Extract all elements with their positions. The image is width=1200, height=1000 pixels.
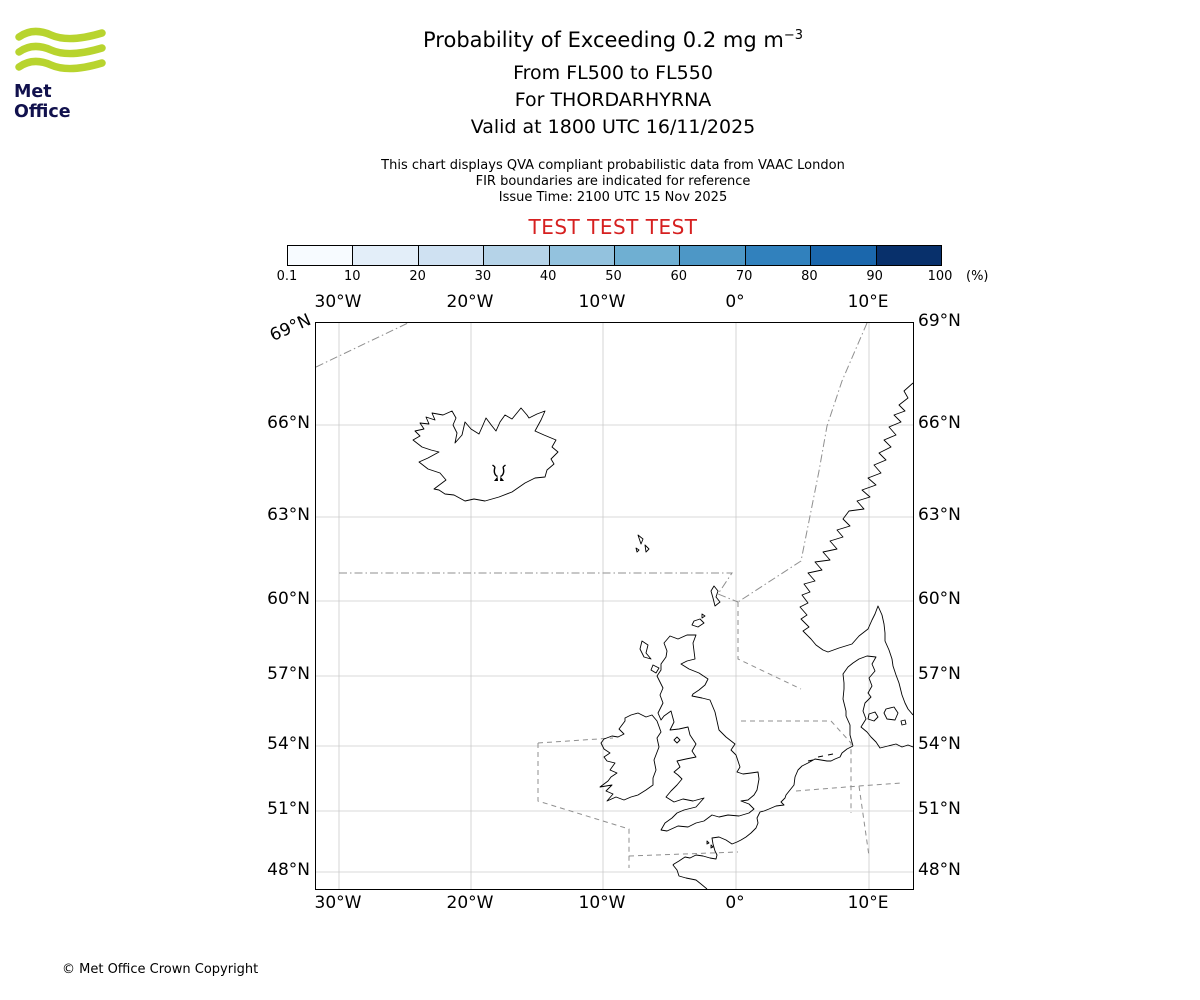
islands-danish [867, 706, 907, 726]
colorbar-tick-label: 30 [474, 269, 492, 284]
colorbar-segment [811, 246, 877, 265]
coastline-great-britain [656, 634, 760, 832]
met-office-waves-icon [15, 27, 106, 73]
coastline-denmark [842, 655, 913, 749]
islands-frisian-channel [706, 753, 834, 849]
lon-label-top-10e: 10°E [847, 292, 889, 312]
lat-label-left-60n: 60°N [267, 589, 310, 609]
colorbar-tick-label: 20 [409, 269, 426, 284]
met-office-logo: Met Office [14, 24, 114, 122]
fir-boundary-dashdot [316, 323, 868, 603]
lat-label-right-48n: 48°N [918, 860, 961, 880]
info-fir: FIR boundaries are indicated for referen… [475, 174, 751, 189]
islands-shetland-orkney [691, 585, 721, 628]
colorbar-segment [876, 246, 942, 265]
colorbar-tick-label: 80 [801, 269, 818, 284]
lon-label-top-10w: 10°W [578, 292, 626, 312]
page-title: Probability of Exceeding 0.2 mg m−3 [423, 28, 803, 52]
coastline-iceland [412, 407, 559, 502]
colorbar-tick-label: 60 [670, 269, 688, 284]
lon-label-bottom-30w: 30°W [314, 893, 362, 913]
colorbar-segment [680, 246, 746, 265]
fir-boundaries [316, 323, 902, 868]
lon-label-bottom-0: 0° [725, 893, 745, 913]
lat-label-right-54n: 54°N [918, 734, 961, 754]
lat-label-left-63n: 63°N [267, 505, 310, 525]
map-frame [315, 322, 914, 890]
colorbar-segment [745, 246, 812, 265]
islands-hebrides-skye-man [639, 640, 681, 744]
lat-label-left-54n: 54°N [267, 734, 310, 754]
lat-label-left-48n: 48°N [267, 860, 310, 880]
lat-label-left-69n: 69°N [266, 310, 315, 346]
lon-label-bottom-10e: 10°E [847, 893, 889, 913]
lat-label-right-60n: 60°N [918, 589, 961, 609]
copyright-notice: © Met Office Crown Copyright [62, 962, 259, 977]
coastline-ireland [599, 712, 662, 802]
colorbar-tick-label: 0.1 [276, 269, 298, 284]
lat-label-right-51n: 51°N [918, 799, 961, 819]
grid-lines [316, 323, 913, 889]
lon-label-bottom-20w: 20°W [446, 893, 494, 913]
lon-label-top-30w: 30°W [314, 292, 362, 312]
met-office-logo-text: Met Office [14, 82, 71, 122]
test-banner: TEST TEST TEST [528, 215, 698, 239]
coastline-norway-sweden [799, 382, 913, 716]
lat-label-right-66n: 66°N [918, 413, 961, 433]
colorbar-tick-label: 90 [866, 269, 883, 284]
page-title-superscript: −3 [783, 28, 803, 43]
info-issue-time: Issue Time: 2100 UTC 15 Nov 2025 [498, 190, 728, 205]
info-qva: This chart displays QVA compliant probab… [381, 158, 845, 173]
colorbar-segment [549, 246, 616, 265]
lat-label-right-57n: 57°N [918, 664, 961, 684]
subtitle-valid-time: Valid at 1800 UTC 16/11/2025 [470, 116, 756, 138]
colorbar-segment [615, 246, 681, 265]
lat-label-left-57n: 57°N [267, 664, 310, 684]
colorbar-segment [353, 246, 419, 265]
lat-label-left-66n: 66°N [267, 413, 310, 433]
colorbar-tick-label: 10 [344, 269, 361, 284]
colorbar-segment [418, 246, 485, 265]
colorbar [287, 245, 942, 266]
lon-label-top-0: 0° [725, 292, 745, 312]
coastline-continental-europe [672, 745, 854, 889]
page-title-main: Probability of Exceeding 0.2 mg m [423, 28, 784, 52]
lat-label-right-69n: 69°N [918, 311, 961, 331]
coastlines [412, 382, 913, 889]
colorbar-segment [288, 246, 354, 265]
map-canvas [316, 323, 913, 889]
lat-label-right-63n: 63°N [918, 505, 961, 525]
lat-label-left-51n: 51°N [267, 799, 310, 819]
colorbar-segment [484, 246, 550, 265]
colorbar-tick-label: 70 [735, 269, 753, 284]
colorbar-tick-label: 50 [605, 269, 622, 284]
colorbar-ticks: 0.1 10 20 30 40 50 60 70 80 90 100 [277, 269, 953, 285]
colorbar-tick-label: 40 [539, 269, 557, 284]
subtitle-volcano: For THORDARHYRNA [514, 89, 712, 111]
colorbar-tick-label: 100 [927, 269, 953, 284]
colorbar-unit-label: (%) [966, 269, 989, 284]
islands-faroe [635, 534, 650, 553]
subtitle-flight-levels: From FL500 to FL550 [513, 62, 713, 84]
lon-label-bottom-10w: 10°W [578, 893, 626, 913]
lon-label-top-20w: 20°W [446, 292, 494, 312]
fir-boundary-dashed [537, 602, 902, 868]
volcano-marker [492, 464, 506, 481]
